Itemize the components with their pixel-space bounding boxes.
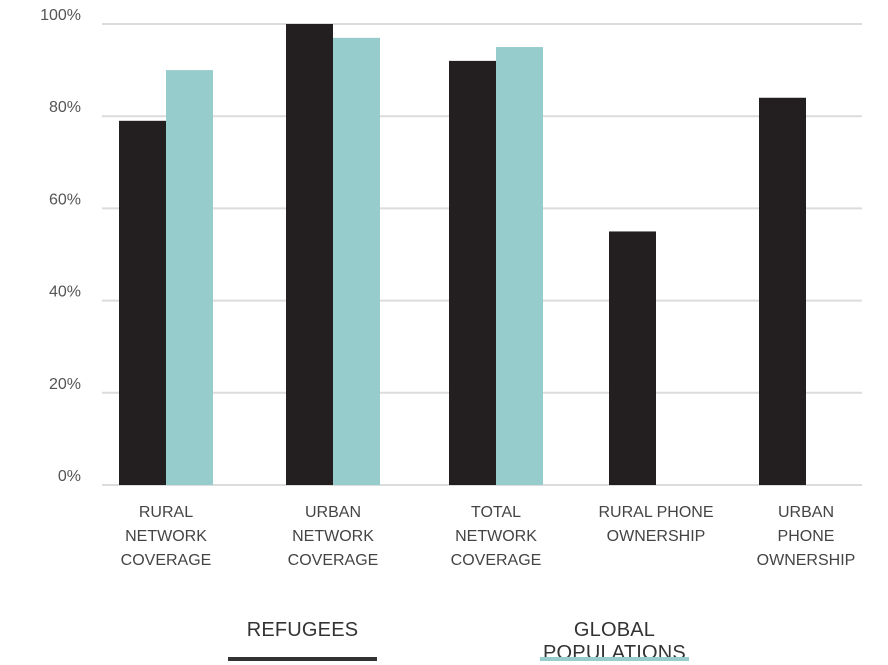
y-tick-label: 40% [49, 284, 81, 301]
y-tick-label: 0% [58, 468, 81, 485]
legend-item-global-populations: GLOBAL POPULATIONS [540, 619, 689, 664]
bar-global-populations-1 [333, 37, 380, 486]
bar-refugees-4 [759, 97, 806, 485]
x-tick-label: TOTAL NETWORK COVERAGE [451, 504, 542, 569]
x-tick-label: RURAL NETWORK COVERAGE [121, 504, 212, 569]
y-axis-ticks: 0% 20% 40% 60% 80% 100% [40, 7, 81, 485]
y-tick-label: 100% [40, 7, 81, 24]
y-tick-label: 20% [49, 376, 81, 393]
x-axis-labels: RURAL NETWORK COVERAGE URBAN NETWORK COVERAGE… [121, 504, 856, 569]
legend-swatch-global-populations [540, 657, 689, 661]
bar-refugees-0 [119, 120, 166, 485]
x-tick-label: URBAN PHONE OWNERSHIP [757, 504, 856, 569]
legend-item-refugees: REFUGEES [228, 619, 377, 661]
legend-label-refugees: REFUGEES [246, 619, 359, 641]
bar-refugees-3 [609, 231, 656, 485]
y-tick-label: 80% [49, 99, 81, 116]
x-tick-label: RURAL PHONE OWNERSHIP [599, 504, 714, 545]
bar-global-populations-0 [166, 70, 213, 485]
bar-global-populations-2 [496, 47, 543, 486]
bars [119, 24, 806, 486]
bar-refugees-2 [449, 60, 496, 485]
legend-swatch-refugees [228, 657, 377, 661]
y-tick-label: 60% [49, 191, 81, 208]
bar-refugees-1 [286, 24, 333, 485]
x-tick-label: URBAN NETWORK COVERAGE [288, 504, 379, 569]
bar-chart: 0% 20% 40% 60% 80% 100% RURAL NETWORK COVERAGE U… [40, 7, 862, 569]
